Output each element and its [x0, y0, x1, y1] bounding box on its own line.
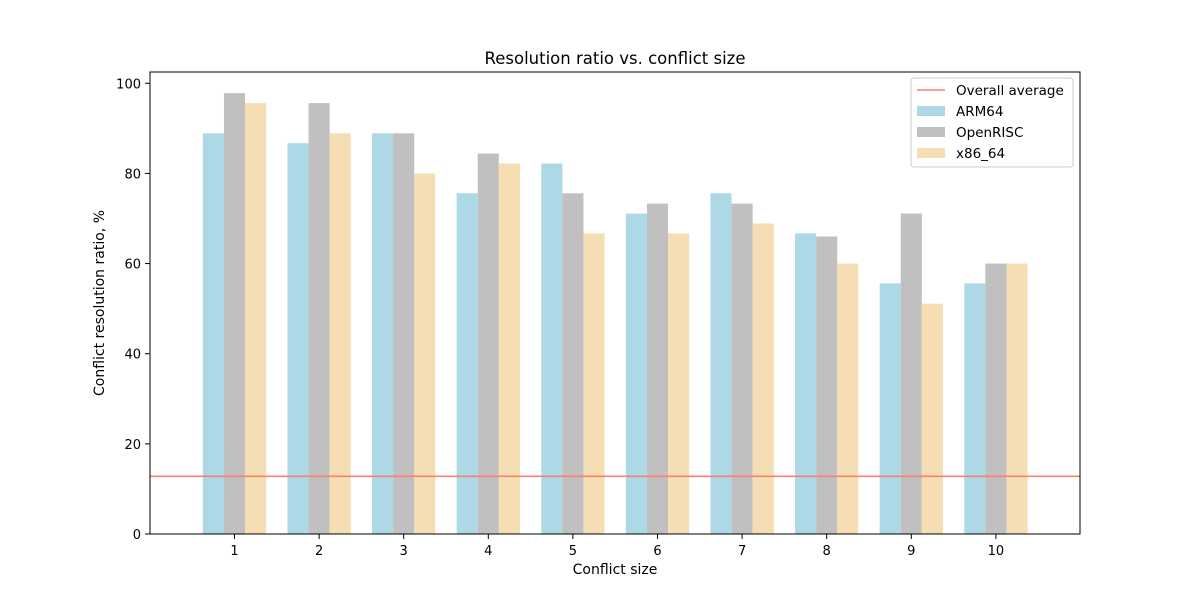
- bar-x86-64-8: [837, 263, 859, 534]
- plot-frame: [149, 71, 1081, 535]
- bar-openrisc-3: [393, 133, 415, 535]
- y-tick-label: 0: [133, 528, 141, 543]
- bar-x86-64-7: [752, 223, 774, 534]
- y-axis-title: Conflict resolution ratio, %: [92, 210, 108, 396]
- bar-x86-64-9: [921, 303, 943, 534]
- y-tick-label: 20: [124, 438, 141, 453]
- bar-x86-64-1: [245, 103, 267, 534]
- x-axis: 1 2 3 4 5 6 7 8 9 10: [230, 534, 1004, 559]
- bar-openrisc-1: [223, 93, 246, 535]
- bar-arm64-1: [202, 133, 224, 535]
- bar-x86-64-5: [583, 233, 605, 535]
- x-tick-label: 10: [988, 544, 1005, 559]
- bar-arm64-10: [964, 283, 986, 534]
- legend-label-arm64: ARM64: [956, 104, 1003, 120]
- legend-swatch-openrisc: [917, 127, 945, 137]
- bar-openrisc-4: [477, 153, 499, 534]
- bar-openrisc-10: [985, 263, 1007, 534]
- bar-openrisc-7: [731, 203, 753, 535]
- bar-x86-64-6: [668, 233, 690, 535]
- y-tick-label: 60: [124, 258, 141, 273]
- legend-label-x86-64: x86_64: [956, 146, 1005, 162]
- x-tick-label: 9: [907, 544, 915, 559]
- y-axis: 0 20 40 60 80 100: [116, 77, 150, 543]
- y-tick-label: 40: [124, 348, 141, 363]
- x-tick-label: 3: [400, 544, 408, 559]
- bar-openrisc-9: [900, 213, 922, 534]
- x-tick-label: 2: [315, 544, 323, 559]
- x-tick-label: 1: [230, 544, 238, 559]
- bar-x86-64-10: [1006, 263, 1028, 534]
- bar-x86-64-3: [414, 173, 436, 534]
- bars-layer: [202, 93, 1028, 535]
- bar-openrisc-8: [816, 236, 838, 534]
- bar-x86-64-2: [329, 133, 351, 535]
- x-tick-label: 4: [484, 544, 492, 559]
- bar-openrisc-5: [562, 193, 584, 534]
- x-tick-label: 5: [569, 544, 577, 559]
- bar-arm64-7: [710, 193, 732, 534]
- legend: Overall average ARM64 OpenRISC x86_64: [910, 77, 1074, 168]
- bar-arm64-4: [456, 193, 478, 534]
- y-tick-label: 80: [124, 167, 141, 182]
- legend-swatch-x86-64: [917, 148, 945, 158]
- bar-arm64-8: [795, 233, 817, 535]
- bar-arm64-3: [372, 133, 394, 535]
- legend-label-average: Overall average: [956, 83, 1064, 99]
- bar-arm64-9: [879, 283, 901, 534]
- legend-label-openrisc: OpenRISC: [956, 125, 1023, 141]
- bar-arm64-6: [625, 213, 647, 534]
- x-tick-label: 7: [738, 544, 746, 559]
- legend-swatch-arm64: [917, 106, 945, 116]
- x-tick-label: 6: [653, 544, 661, 559]
- chart-title: Resolution ratio vs. conflict size: [485, 49, 746, 68]
- bar-x86-64-4: [498, 163, 520, 534]
- y-tick-label: 100: [116, 77, 141, 92]
- bar-arm64-2: [287, 143, 309, 534]
- bar-openrisc-6: [646, 203, 669, 535]
- legend-frame: [910, 77, 1074, 168]
- x-axis-title: Conflict size: [573, 562, 658, 578]
- bar-openrisc-2: [308, 103, 330, 534]
- bar-arm64-5: [541, 163, 563, 534]
- x-tick-label: 8: [823, 544, 831, 559]
